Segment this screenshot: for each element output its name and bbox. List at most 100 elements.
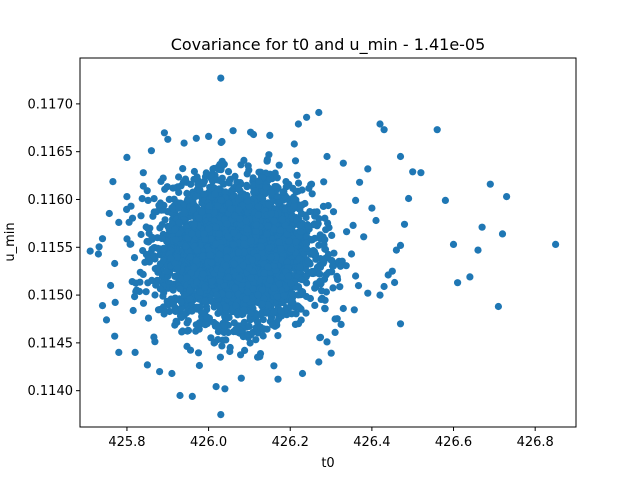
scatter-point [159,292,167,300]
scatter-point [229,127,237,135]
scatter-point [229,192,237,200]
scatter-point [173,199,182,207]
scatter-point [240,240,248,248]
scatter-point [150,252,158,260]
scatter-point [260,294,268,303]
scatter-point [309,249,317,257]
scatter-point [231,284,239,292]
scatter-point [212,240,220,248]
scatter-point [188,307,196,315]
scatter-point [270,225,278,233]
scatter-point [259,326,267,334]
scatter-point [169,184,177,192]
scatter-point [269,321,277,329]
scatter-point [265,244,273,252]
scatter-point [296,263,304,271]
scatter-point [179,178,187,186]
scatter-point [132,279,140,287]
scatter-point [201,321,209,329]
scatter-point [302,309,310,317]
scatter-point [474,246,482,254]
scatter-point [243,225,251,234]
scatter-point [144,314,153,322]
scatter-point [264,263,272,271]
scatter-point [198,208,206,216]
scatter-point [304,222,313,230]
scatter-point [214,202,222,210]
scatter-point [328,231,336,239]
scatter-point [86,247,94,255]
scatter-point [298,276,306,284]
scatter-point [200,230,208,238]
scatter-point [333,273,341,281]
scatter-point [252,221,260,229]
scatter-point [293,171,301,179]
scatter-point [164,135,172,143]
scatter-point [391,278,399,287]
scatter-point [271,183,279,191]
scatter-point [360,233,368,241]
scatter-point [222,262,230,270]
scatter-point [235,184,243,192]
scatter-point [237,374,245,382]
scatter-point [242,217,250,225]
scatter-point [409,168,417,176]
y-tick-label: 0.1140 [28,384,74,399]
scatter-point [195,214,203,222]
scatter-point [153,208,161,216]
scatter-point [217,244,225,252]
scatter-point [213,291,221,299]
scatter-point [291,157,300,165]
scatter-point [139,299,148,307]
scatter-point [205,225,213,233]
scatter-point [217,411,225,419]
scatter-point [236,220,244,228]
scatter-point [306,208,314,216]
scatter-point [111,259,119,268]
scatter-point [318,287,326,295]
scatter-point [234,195,243,203]
scatter-point [242,295,250,303]
scatter-point [207,235,215,243]
scatter-point [159,174,167,182]
scatter-point [259,332,267,340]
scatter-point [289,184,297,192]
scatter-point [223,220,231,228]
scatter-point [337,320,345,328]
scatter-point [352,196,360,204]
scatter-point [280,188,288,196]
scatter-point [215,165,223,173]
scatter-point [368,204,376,212]
scatter-point [115,348,123,356]
scatter-point [552,240,560,248]
scatter-point [317,295,325,303]
scatter-point [188,392,196,400]
scatter-point [256,193,265,202]
scatter-point [287,245,295,253]
scatter-point [265,201,273,209]
scatter-point [331,328,339,336]
scatter-point [294,179,303,187]
x-axis-label: t0 [321,456,334,471]
scatter-point [304,257,312,266]
scatter-point [270,217,278,225]
scatter-point [230,229,238,237]
scatter-point [405,194,413,203]
scatter-point [155,201,163,209]
scatter-point [182,242,190,250]
scatter-point [284,272,292,280]
scatter-point [186,346,195,354]
scatter-point [190,220,198,229]
scatter-point [285,237,293,245]
scatter-point [274,199,282,207]
scatter-point [273,174,281,182]
scatter-point [249,130,258,139]
scatter-point [380,282,388,291]
scatter-point [356,178,364,186]
scatter-point [183,274,191,282]
scatter-point [151,291,159,299]
x-axis: 425.8 426.0 426.2 426.4 426.6 426.8 [108,427,554,450]
scatter-point [176,285,184,293]
scatter-point [232,301,240,310]
scatter-point [95,243,103,251]
